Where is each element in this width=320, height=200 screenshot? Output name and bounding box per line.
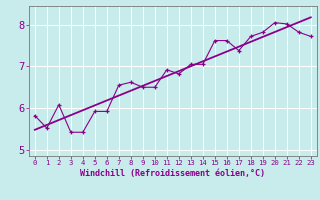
X-axis label: Windchill (Refroidissement éolien,°C): Windchill (Refroidissement éolien,°C) [80, 169, 265, 178]
